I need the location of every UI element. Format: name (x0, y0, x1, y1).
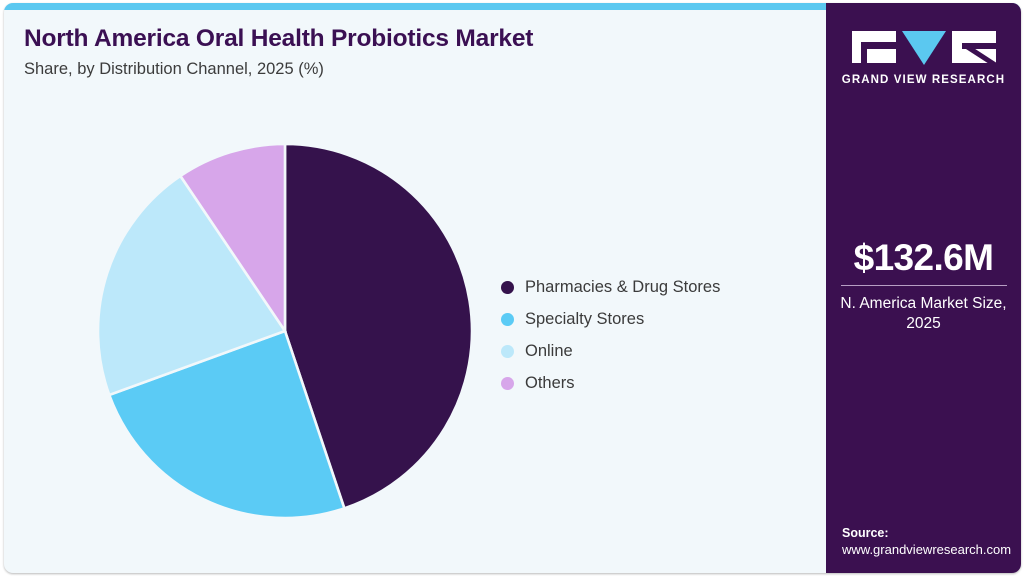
logo-wordmark: GRAND VIEW RESEARCH (841, 74, 1006, 86)
legend-color-swatch (501, 376, 514, 390)
chart-legend: Pharmacies & Drug Stores Specialty Stores… (501, 271, 801, 399)
chart-card: North America Oral Health Probiotics Mar… (4, 3, 1021, 573)
legend-color-swatch (501, 280, 514, 294)
gvr-logo: GRAND VIEW RESEARCH (826, 31, 1021, 86)
legend-color-swatch (501, 344, 514, 358)
page-subtitle: Share, by Distribution Channel, 2025 (%) (24, 60, 324, 79)
legend-item-label: Others (525, 373, 575, 392)
pie-slice (283, 142, 474, 510)
pie-chart (90, 136, 480, 526)
top-accent-bar (4, 3, 1021, 10)
market-size-label: N. America Market Size, 2025 (840, 295, 1007, 332)
legend-item-label: Pharmacies & Drug Stores (525, 277, 721, 296)
brand-panel: GRAND VIEW RESEARCH $132.6M N. America M… (826, 3, 1021, 573)
legend-item[interactable]: Online (501, 335, 801, 367)
gvr-logo-g-icon (851, 31, 896, 63)
legend-item[interactable]: Specialty Stores (501, 303, 801, 335)
stat-divider (840, 285, 1007, 286)
legend-color-swatch (501, 312, 514, 326)
legend-item[interactable]: Others (501, 367, 801, 399)
market-size-value: $132.6M (853, 237, 994, 278)
legend-item-label: Online (525, 341, 573, 360)
gvr-logo-r-icon (951, 31, 996, 63)
market-size-stat: $132.6M N. America Market Size, 2025 (826, 239, 1021, 334)
source-url[interactable]: www.grandviewresearch.com (842, 542, 1012, 558)
chart-header: North America Oral Health Probiotics Mar… (24, 25, 804, 80)
pie-slice (107, 329, 346, 520)
legend-item[interactable]: Pharmacies & Drug Stores (501, 271, 801, 303)
gvr-logo-v-icon (901, 31, 946, 65)
page-title: North America Oral Health Probiotics Mar… (24, 25, 534, 52)
pie-chart-svg (96, 142, 474, 520)
source-block: Source: www.grandviewresearch.com (842, 525, 1021, 559)
logo-marks (826, 31, 1021, 65)
source-title: Source: (842, 525, 889, 540)
pie-slice (96, 174, 288, 397)
legend-item-label: Specialty Stores (525, 309, 645, 328)
pie-slice (178, 142, 287, 336)
